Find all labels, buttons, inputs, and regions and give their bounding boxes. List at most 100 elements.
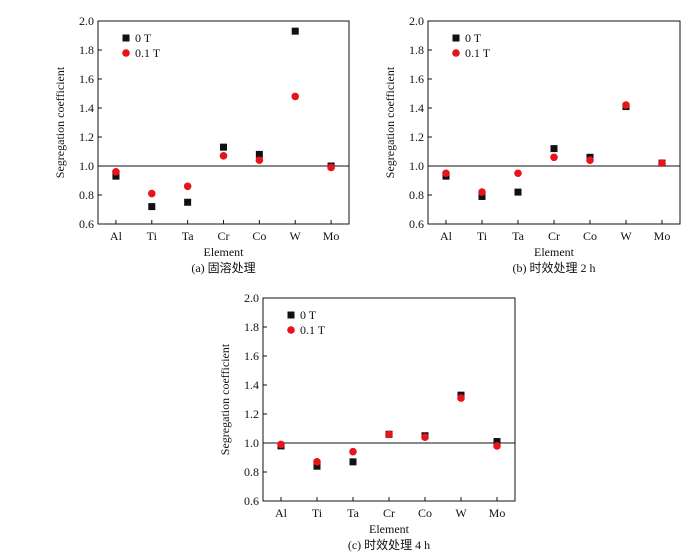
x-tick-label: Ta: [347, 506, 359, 520]
y-axis-title: Segregation coefficient: [383, 66, 397, 178]
legend: 0 T 0.1 T: [452, 31, 491, 60]
legend-circle-icon: [287, 326, 295, 334]
point-0t-ti: [478, 192, 486, 200]
legend-label-0t: 0 T: [300, 308, 317, 322]
panel-caption: (c) 时效处理 4 h: [348, 537, 430, 552]
point-0t-ta: [184, 198, 192, 206]
x-tick-label: Cr: [218, 229, 230, 243]
y-tick-label: 0.8: [244, 465, 259, 479]
data-points: [277, 391, 501, 470]
legend-label-0t: 0 T: [465, 31, 482, 45]
y-tick-label: 1.0: [79, 159, 94, 173]
point-0t-w: [291, 27, 299, 35]
y-axis: 0.6 0.8 1.0 1.2 1.4 1.6 1.8 2.0: [244, 291, 267, 508]
x-tick-label: W: [620, 229, 632, 243]
y-tick-label: 0.6: [244, 494, 259, 508]
y-tick-label: 1.2: [409, 130, 424, 144]
y-tick-label: 2.0: [79, 14, 94, 28]
x-tick-label: Mo: [654, 229, 671, 243]
y-tick-label: 1.8: [409, 43, 424, 57]
data-points: [442, 101, 666, 200]
y-tick-label: 1.8: [244, 320, 259, 334]
x-tick-label: Ta: [512, 229, 524, 243]
y-axis-title: Segregation coefficient: [53, 66, 67, 178]
y-axis: 0.6 0.8 1.0 1.2 1.4 1.6 1.8 2.0: [409, 14, 432, 231]
point-01t-al: [442, 169, 450, 178]
point-01t-ta: [514, 169, 522, 178]
point-0t-ta: [514, 188, 522, 196]
x-tick-label: Ti: [147, 229, 158, 243]
panel-c: 0.6 0.8 1.0 1.2 1.4 1.6 1.8 2.0 Al Ti Ta Cr Co W Mo 0…: [218, 291, 516, 552]
legend-circle-icon: [122, 49, 130, 57]
point-0t-ta: [349, 458, 357, 466]
legend-label-01t: 0.1 T: [300, 323, 326, 337]
x-axis-title: Element: [369, 522, 410, 536]
y-tick-label: 1.4: [409, 101, 424, 115]
point-0t-mo: [493, 438, 501, 446]
legend: 0 T 0.1 T: [287, 308, 326, 337]
point-01t-al: [277, 440, 285, 449]
x-tick-label: Mo: [489, 506, 506, 520]
x-tick-label: Co: [252, 229, 266, 243]
y-tick-label: 0.8: [409, 188, 424, 202]
y-tick-label: 1.6: [244, 349, 259, 363]
y-axis: 0.6 0.8 1.0 1.2 1.4 1.6 1.8 2.0: [79, 14, 102, 231]
x-axis-title: Element: [534, 245, 575, 259]
y-tick-label: 1.2: [244, 407, 259, 421]
point-01t-ta: [349, 447, 357, 456]
legend-label-01t: 0.1 T: [465, 46, 491, 60]
y-tick-label: 1.6: [409, 72, 424, 86]
x-tick-label: Mo: [323, 229, 340, 243]
y-tick-label: 2.0: [409, 14, 424, 28]
y-tick-label: 0.6: [409, 217, 424, 231]
y-tick-label: 1.4: [79, 101, 94, 115]
point-0t-cr: [550, 145, 558, 153]
x-tick-label: Al: [110, 229, 123, 243]
y-tick-label: 0.6: [79, 217, 94, 231]
y-tick-label: 0.8: [79, 188, 94, 202]
point-01t-ta: [183, 182, 192, 191]
point-01t-w: [622, 101, 630, 109]
point-01t-w: [457, 394, 465, 402]
x-axis: Al Ti Ta Cr Co W Mo: [110, 220, 339, 243]
panel-b: 0.6 0.8 1.0 1.2 1.4 1.6 1.8 2.0 Al Ti Ta Cr Co W Mo 0…: [383, 14, 681, 275]
x-tick-label: Ti: [477, 229, 488, 243]
point-01t-al: [112, 168, 120, 176]
point-0t-ti: [148, 203, 156, 211]
panel-a: 0.6 0.8 1.0 1.2 1.4 1.6 1.8 2.0 Al Ti Ta Cr Co W Mo 0…: [53, 14, 350, 275]
point-0t-co: [255, 150, 263, 158]
legend-circle-icon: [452, 49, 460, 57]
y-tick-label: 1.2: [79, 130, 94, 144]
legend-square-icon: [452, 34, 460, 42]
x-axis: Al Ti Ta Cr Co W Mo: [440, 220, 670, 243]
x-tick-label: W: [455, 506, 467, 520]
point-01t-cr: [385, 430, 393, 439]
x-tick-label: Al: [275, 506, 288, 520]
y-axis-title: Segregation coefficient: [218, 343, 232, 455]
y-tick-label: 1.4: [244, 378, 259, 392]
y-tick-label: 2.0: [244, 291, 259, 305]
x-tick-label: W: [290, 229, 302, 243]
point-01t-cr: [219, 152, 228, 160]
legend: 0 T 0.1 T: [122, 31, 161, 60]
y-tick-label: 1.6: [79, 72, 94, 86]
x-tick-label: Al: [440, 229, 453, 243]
panel-caption: (a) 固溶处理: [191, 260, 255, 275]
point-01t-mo: [658, 159, 666, 167]
y-tick-label: 1.8: [79, 43, 94, 57]
panel-caption: (b) 时效处理 2 h: [513, 260, 596, 275]
point-01t-co: [255, 156, 264, 164]
legend-square-icon: [287, 311, 295, 319]
point-0t-cr: [220, 143, 227, 151]
point-01t-cr: [550, 153, 558, 162]
x-tick-label: Ta: [182, 229, 194, 243]
y-tick-label: 1.0: [409, 159, 424, 173]
point-01t-co: [421, 433, 429, 442]
point-01t-ti: [147, 189, 156, 198]
legend-label-01t: 0.1 T: [135, 46, 161, 60]
x-axis-title: Element: [204, 245, 245, 259]
x-tick-label: Co: [418, 506, 432, 520]
legend-label-0t: 0 T: [135, 31, 152, 45]
point-01t-ti: [313, 458, 321, 466]
